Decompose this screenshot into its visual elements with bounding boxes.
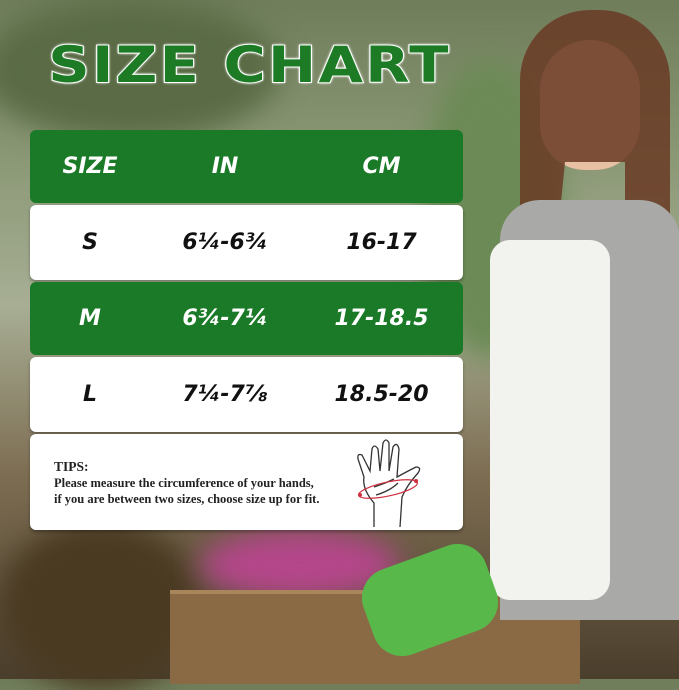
apron: [490, 240, 610, 600]
size-cell: S: [82, 230, 98, 255]
size-cell: M: [79, 306, 101, 331]
cm-cell: 18.5-20: [334, 382, 429, 407]
table-row: M 6¾-7¼ 17-18.5: [30, 282, 463, 355]
cm-cell: 16-17: [346, 230, 417, 255]
header-cm: CM: [362, 154, 401, 179]
tips-line-2: if you are between two sizes, choose siz…: [54, 492, 320, 506]
header-in: IN: [211, 154, 239, 179]
in-cell: 7¼-7⅞: [182, 382, 268, 407]
size-cell: L: [82, 382, 98, 407]
hand-measure-icon: [357, 439, 421, 528]
tips-box: TIPS: Please measure the circumference o…: [30, 434, 463, 530]
page-title: SIZE CHART: [47, 35, 451, 95]
header-size: SIZE: [62, 154, 118, 179]
tips-line-1: Please measure the circumference of your…: [54, 476, 314, 490]
table-row: S 6¼-6¾ 16-17: [30, 205, 463, 280]
cm-cell: 17-18.5: [334, 306, 429, 331]
table-row: L 7¼-7⅞ 18.5-20: [30, 357, 463, 432]
in-cell: 6¼-6¾: [182, 230, 268, 255]
table-header: SIZE IN CM: [30, 130, 463, 203]
tips-heading: TIPS:: [54, 459, 89, 474]
in-cell: 6¾-7¼: [182, 306, 268, 331]
